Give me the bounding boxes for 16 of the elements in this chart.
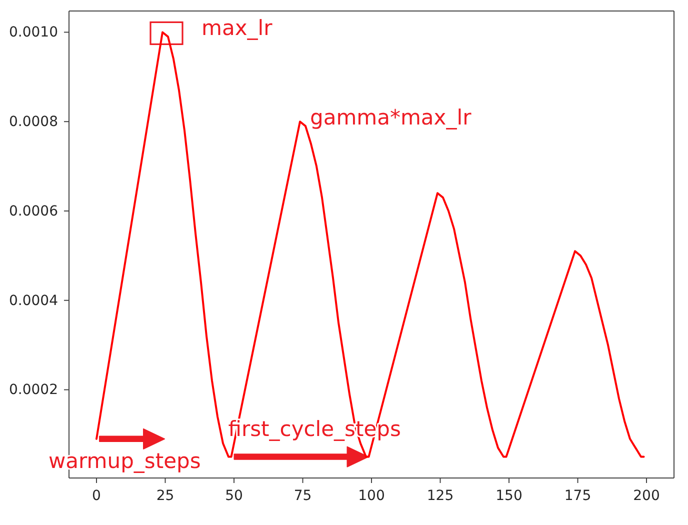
x-tick-label: 0	[92, 488, 101, 504]
x-tick-label: 25	[156, 488, 174, 504]
x-tick-label: 175	[564, 488, 592, 504]
y-tick-label: 0.0004	[9, 292, 58, 309]
x-tick-label: 100	[358, 488, 385, 504]
y-tick-label: 0.0010	[9, 24, 58, 41]
x-tick-label: 200	[633, 488, 660, 504]
annotation: max_lr	[202, 16, 273, 40]
x-tick-label: 150	[496, 488, 522, 504]
y-tick-label: 0.0006	[9, 203, 58, 220]
x-tick-label: 125	[426, 488, 454, 504]
x-tick-label: 50	[225, 488, 243, 504]
y-tick-label: 0.0008	[9, 114, 58, 130]
y-tick-label: 0.0002	[9, 382, 58, 398]
annotation: gamma*max_lr	[310, 106, 472, 130]
x-tick-label: 75	[294, 488, 312, 504]
